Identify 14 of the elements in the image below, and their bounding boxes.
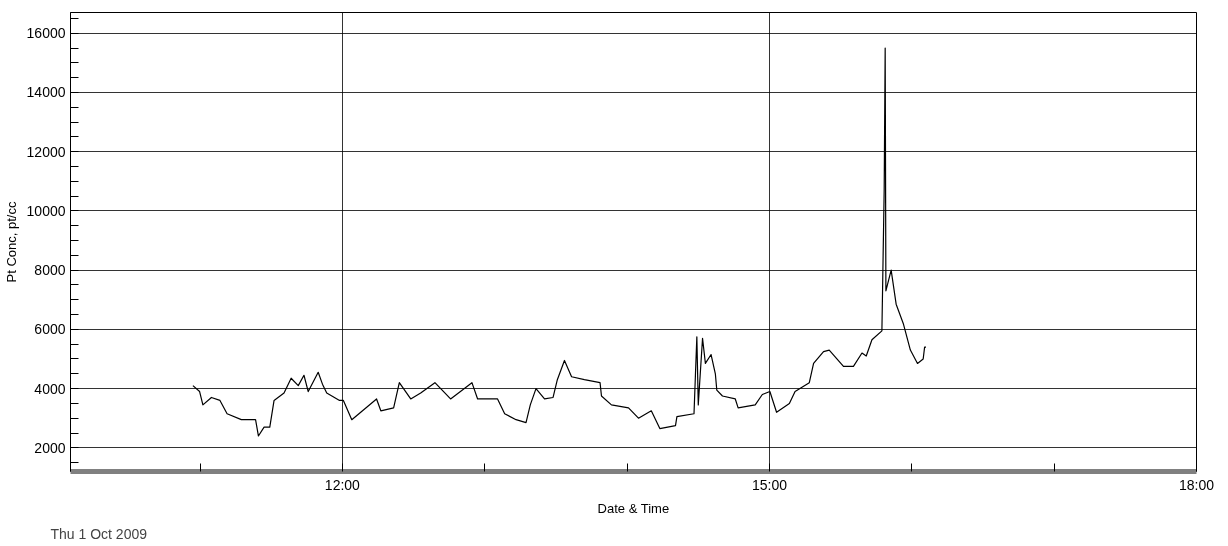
x-axis-title: Date & Time (597, 500, 670, 516)
y-tick-label: 2000 (34, 439, 66, 456)
x-tick-label: 18:00 (1178, 476, 1215, 493)
x-tick-label: 12:00 (324, 476, 361, 493)
x-tick-label: 15:00 (751, 476, 788, 493)
y-tick-label: 10000 (26, 202, 66, 219)
text: Thu 1 Oct 2009 (50, 525, 148, 542)
y-tick-label: 12000 (26, 143, 66, 160)
y-tick-label: 16000 (26, 25, 66, 42)
y-axis-title: Pt Conc, pt/cc (3, 201, 19, 283)
y-tick-label: 6000 (34, 321, 66, 338)
y-tick-label: 8000 (34, 262, 66, 279)
y-tick-label: 14000 (26, 84, 66, 101)
y-tick-label: 4000 (34, 380, 66, 397)
